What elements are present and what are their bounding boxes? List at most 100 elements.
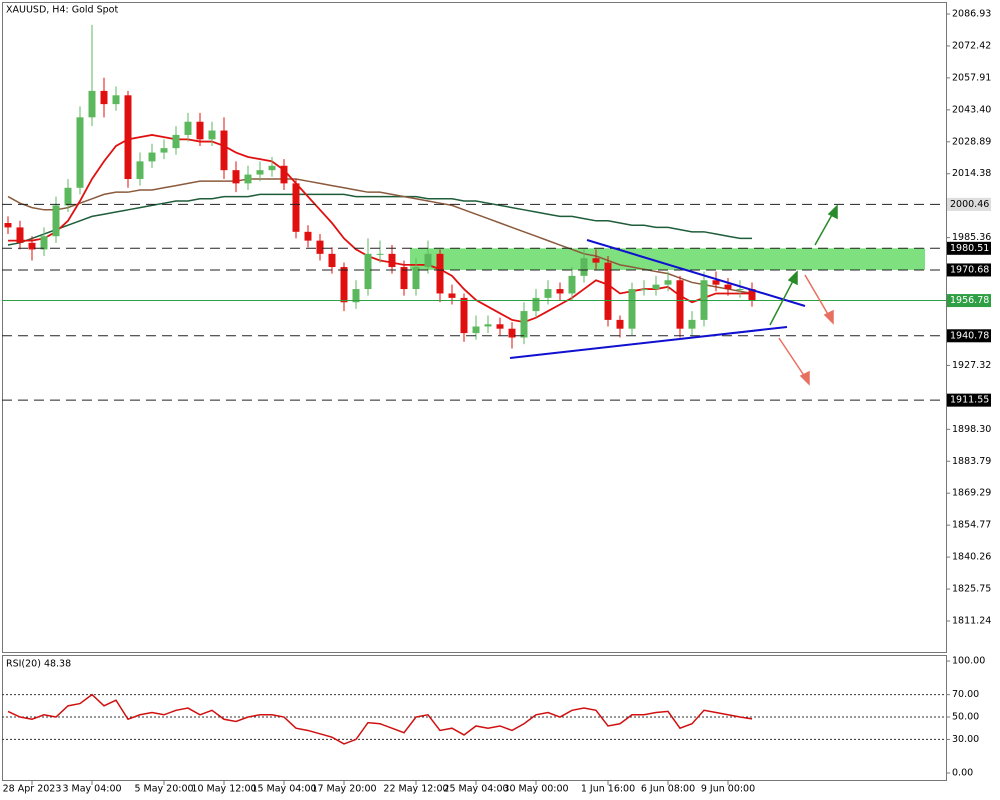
candle-body	[244, 174, 252, 184]
candle-body	[268, 165, 276, 171]
x-tick-label: 6 Jun 08:00	[641, 784, 695, 795]
candle-body	[652, 284, 660, 290]
candle-body	[640, 289, 648, 291]
candle-body	[592, 258, 600, 263]
y-tick-label: 100.00	[952, 656, 985, 667]
candle-body	[508, 328, 516, 338]
y-tick-label: 1927.32	[952, 360, 991, 371]
y-tick-label: 2028.89	[952, 136, 991, 147]
candle-body	[232, 170, 240, 184]
candle-body	[4, 223, 12, 228]
y-tick-label: 2086.93	[952, 8, 991, 19]
y-tick-label: 30.00	[952, 734, 979, 745]
y-tick-label: 1985.36	[952, 232, 991, 243]
candle-body	[580, 258, 588, 276]
level-label: 1970.68	[950, 264, 989, 275]
candle-body	[88, 90, 96, 118]
candle-body	[400, 267, 408, 290]
level-label-box	[947, 393, 991, 407]
price-pane	[2, 2, 947, 653]
candle-body	[748, 289, 756, 301]
y-tick-label: 1840.26	[952, 552, 991, 563]
y-tick-label: 2014.38	[952, 168, 991, 179]
x-tick-label: 10 May 12:00	[191, 784, 256, 795]
level-label-box	[947, 197, 991, 211]
y-tick-label: 1854.77	[952, 520, 991, 531]
rsi-title: RSI(20) 48.38	[6, 659, 71, 670]
y-tick-label: 1811.24	[952, 615, 991, 626]
current-price-box	[947, 294, 991, 308]
candle-body	[424, 253, 432, 268]
x-tick-label: 28 Apr 2023	[3, 784, 62, 795]
candle-body	[52, 205, 60, 237]
candle-body	[292, 183, 300, 232]
candle-body	[676, 280, 684, 329]
candle-body	[736, 289, 744, 291]
candle-body	[196, 121, 204, 140]
y-tick-label: 2072.42	[952, 40, 991, 51]
candle-body	[328, 253, 336, 268]
candle-body	[64, 187, 72, 206]
candle-body	[256, 170, 264, 175]
candle-body	[16, 227, 24, 243]
candle-body	[388, 253, 396, 268]
candle-body	[316, 240, 324, 254]
candle-body	[136, 161, 144, 179]
x-tick-label: 30 May 00:00	[503, 784, 568, 795]
candle-body	[280, 165, 288, 184]
y-tick-label: 70.00	[952, 689, 979, 700]
candle-body	[364, 253, 372, 290]
y-tick-label: 1825.75	[952, 584, 991, 595]
candle-body	[664, 280, 672, 285]
level-label: 2000.46	[950, 199, 989, 210]
candle-body	[496, 324, 504, 329]
candle-body	[724, 284, 732, 290]
candle-body	[172, 134, 180, 149]
candle-body	[520, 311, 528, 338]
candle-body	[352, 289, 360, 303]
level-label-box	[947, 263, 991, 277]
rsi-pane	[2, 655, 947, 781]
trendline-lower	[509, 326, 788, 359]
candle-body	[532, 297, 540, 312]
candle-body	[436, 253, 444, 294]
y-tick-label: 2043.40	[952, 104, 991, 115]
x-tick-label: 9 Jun 00:00	[701, 784, 755, 795]
annotations	[509, 204, 838, 386]
candle-body	[124, 95, 132, 179]
level-label-box	[947, 329, 991, 343]
trendline-upper	[586, 239, 806, 307]
y-tick-label: 0.00	[952, 768, 973, 779]
candle-body	[100, 90, 108, 105]
level-label: 1911.55	[950, 395, 989, 406]
candle-body	[472, 326, 480, 334]
x-tick-label: 5 May 20:00	[134, 784, 193, 795]
candle-body	[304, 231, 312, 241]
candle-body	[412, 267, 420, 290]
candle-body	[712, 280, 720, 285]
candle-body	[628, 289, 636, 329]
x-tick-label: 22 May 12:00	[383, 784, 448, 795]
x-tick-label: 17 May 20:00	[311, 784, 376, 795]
arrow-down	[778, 274, 834, 386]
x-tick-label: 15 May 04:00	[251, 784, 316, 795]
candle-body	[208, 130, 216, 140]
candle-body	[484, 324, 492, 327]
candle-body	[568, 275, 576, 294]
candle-body	[460, 297, 468, 334]
y-tick-label: 1898.30	[952, 424, 991, 435]
level-label-box	[947, 241, 991, 255]
candle-body	[184, 121, 192, 135]
y-tick-label: 1883.79	[952, 456, 991, 467]
y-tick-label: 1869.29	[952, 488, 991, 499]
x-tick-label: 25 May 04:00	[443, 784, 508, 795]
moving-average	[7, 178, 753, 295]
candle-body	[76, 117, 84, 188]
current-price-label: 1956.78	[950, 295, 989, 306]
candle-body	[544, 289, 552, 298]
candle-body	[40, 236, 48, 250]
candle-body	[448, 293, 456, 298]
moving-average	[8, 134, 752, 324]
candle-body	[148, 152, 156, 162]
